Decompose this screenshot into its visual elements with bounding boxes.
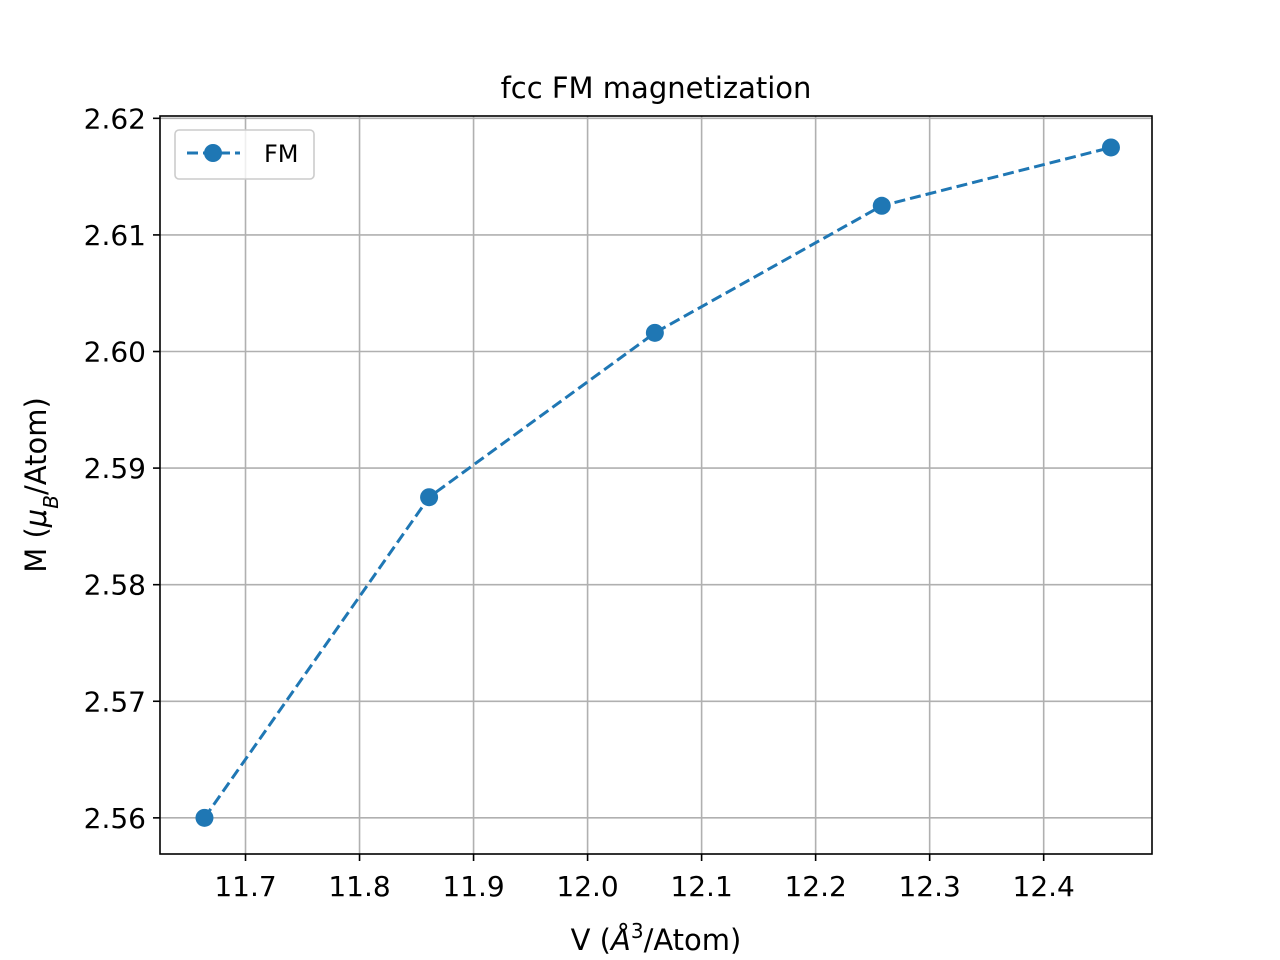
legend-marker-fm bbox=[204, 144, 222, 162]
y-tick-label: 2.62 bbox=[84, 102, 146, 135]
x-tick-label: 12.1 bbox=[670, 870, 732, 903]
y-axis: 2.56 2.57 2.58 2.59 2.60 2.61 2.62 bbox=[84, 102, 160, 835]
y-tick-label: 2.56 bbox=[84, 802, 146, 835]
x-tick-label: 11.8 bbox=[328, 870, 390, 903]
grid bbox=[160, 116, 1152, 854]
x-axis-label: V (Å3/Atom) bbox=[571, 919, 742, 957]
x-tick-label: 12.4 bbox=[1013, 870, 1075, 903]
data-point bbox=[1101, 138, 1120, 157]
legend-label-fm: FM bbox=[264, 140, 299, 168]
y-tick-label: 2.59 bbox=[84, 452, 146, 485]
series-layer bbox=[195, 138, 1120, 827]
x-tick-label: 12.2 bbox=[784, 870, 846, 903]
legend-box bbox=[174, 129, 315, 180]
x-tick-label: 11.9 bbox=[442, 870, 504, 903]
plot-frame bbox=[159, 115, 1153, 855]
y-tick-label: 2.61 bbox=[84, 219, 146, 252]
y-axis-label: M (μB/Atom) bbox=[19, 397, 63, 573]
x-tick-label: 11.7 bbox=[214, 870, 276, 903]
y-tick-label: 2.57 bbox=[84, 685, 146, 718]
data-point bbox=[872, 196, 891, 215]
x-tick-label: 12.3 bbox=[898, 870, 960, 903]
chart-title: fcc FM magnetization bbox=[501, 71, 812, 105]
x-tick-label: 12.0 bbox=[556, 870, 618, 903]
series-line-fm bbox=[203, 146, 1112, 819]
data-point bbox=[645, 323, 664, 342]
data-point bbox=[195, 808, 214, 827]
y-tick-label: 2.60 bbox=[84, 336, 146, 369]
legend: FM bbox=[174, 129, 315, 180]
data-point bbox=[420, 488, 439, 507]
x-axis: 11.7 11.8 11.9 12.0 12.1 12.2 12.3 12.4 bbox=[214, 854, 1075, 903]
y-tick-label: 2.58 bbox=[84, 569, 146, 602]
